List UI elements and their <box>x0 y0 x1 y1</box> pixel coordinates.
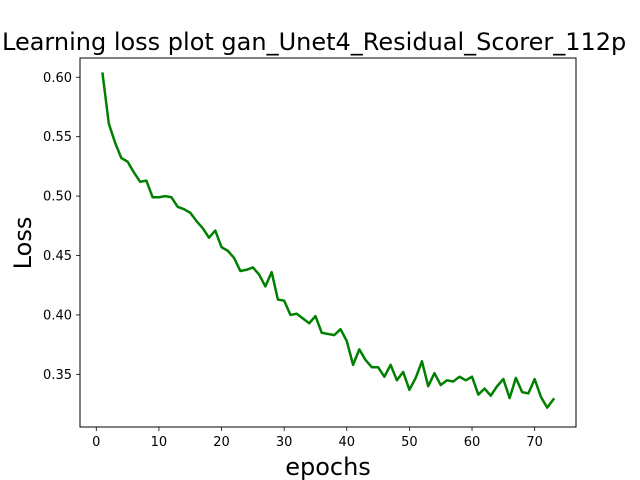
loss-series-line <box>101 72 556 409</box>
y-axis-label: Loss <box>9 217 37 270</box>
y-tick-label: 0.55 <box>43 130 72 145</box>
x-tick-label: 40 <box>339 435 356 450</box>
y-axis: 0.35 0.40 0.45 0.50 0.55 0.60 <box>43 71 80 383</box>
axes-frame <box>79 57 577 428</box>
y-tick-label: 0.35 <box>43 368 72 383</box>
x-tick-label: 0 <box>92 435 100 450</box>
x-tick-label: 70 <box>526 435 543 450</box>
y-tick-label: 0.40 <box>43 308 72 323</box>
y-tick-label: 0.60 <box>43 71 72 86</box>
x-tick-label: 10 <box>151 435 168 450</box>
x-tick-label: 60 <box>464 435 481 450</box>
y-tick-label: 0.50 <box>43 190 72 205</box>
y-tick-label: 0.45 <box>43 249 72 264</box>
x-tick-label: 50 <box>401 435 418 450</box>
x-tick-label: 20 <box>213 435 230 450</box>
series-layer <box>101 72 556 409</box>
x-tick-label: 30 <box>276 435 293 450</box>
x-axis-label: epochs <box>285 453 371 480</box>
x-axis: 0 10 20 30 40 50 60 70 <box>92 427 543 450</box>
chart-title: Learning loss plot gan_Unet4_Residual_Sc… <box>2 28 626 56</box>
